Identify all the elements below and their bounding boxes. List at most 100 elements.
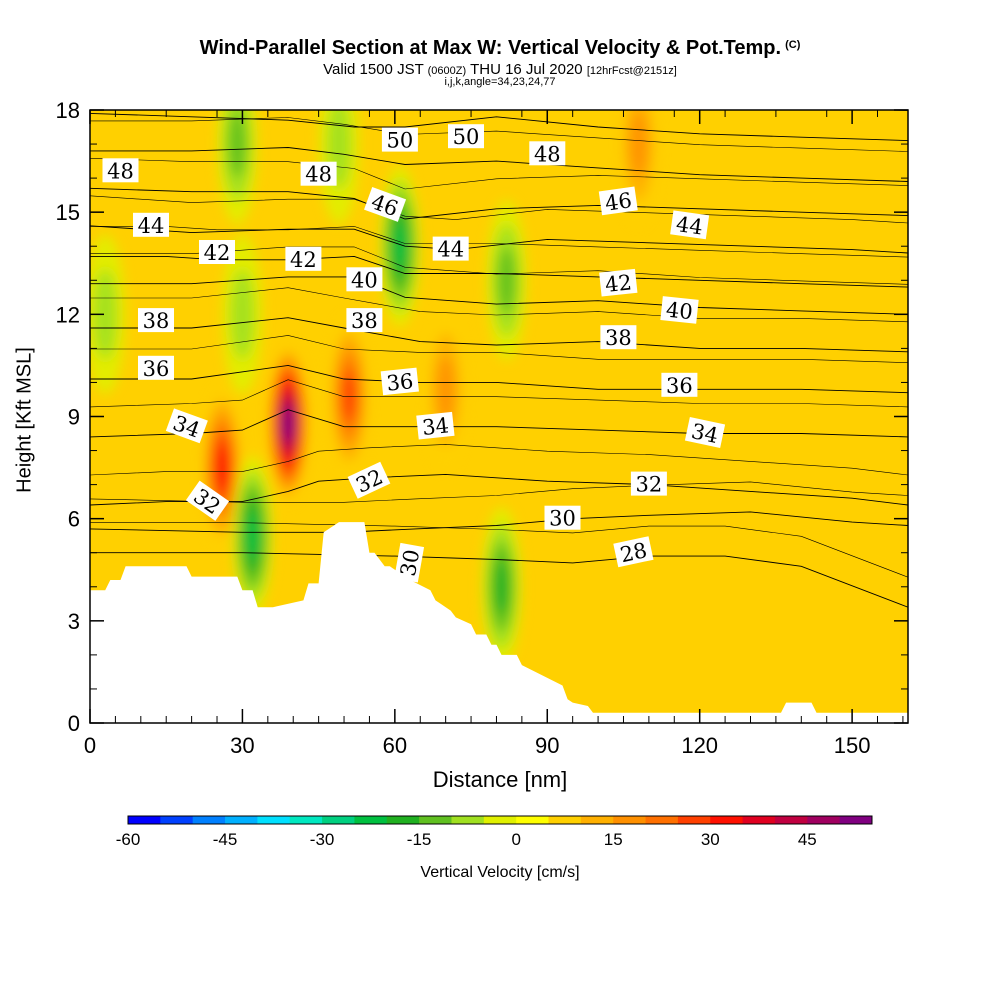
- velocity-band: [493, 559, 510, 615]
- colorbar-swatch: [774, 816, 808, 824]
- velocity-band: [436, 356, 456, 423]
- contour-label-box: [347, 461, 391, 499]
- velocity-cell: [90, 234, 126, 395]
- theta-contour-32: [90, 473, 908, 506]
- y-tick-label: 12: [56, 302, 80, 327]
- y-tick-label: 0: [68, 711, 80, 736]
- contour-label-text: 38: [143, 309, 170, 333]
- colorbar-swatch: [225, 816, 258, 824]
- colorbar-swatch: [192, 816, 226, 824]
- theta-contour-minor: [90, 444, 908, 476]
- contour-label-box: [138, 308, 174, 333]
- contour-label: 36: [380, 367, 419, 396]
- contour-label-text: 34: [421, 413, 450, 440]
- contour-label-text: 28: [618, 538, 649, 567]
- contour-label-box: [599, 268, 638, 297]
- contour-label-box: [660, 296, 699, 324]
- contour-label: 40: [660, 296, 699, 324]
- y-axis-label-wrap: Height [Kft MSL]: [10, 300, 40, 540]
- contour-label-text: 32: [636, 473, 663, 497]
- contour-label: 44: [432, 236, 469, 262]
- valid-time-line: Valid 1500 JST (0600Z) THU 16 Jul 2020 […: [0, 61, 1000, 78]
- contour-label: 40: [346, 267, 383, 292]
- velocity-band: [215, 445, 229, 490]
- theta-contour-46: [90, 187, 908, 220]
- contour-label-box: [630, 471, 667, 496]
- velocity-cell: [486, 200, 527, 361]
- theta-contour-minor: [90, 226, 908, 258]
- velocity-band: [230, 269, 255, 360]
- x-tick-label: 90: [535, 733, 559, 758]
- contour-label-text: 50: [387, 129, 414, 153]
- contour-label-text: 30: [396, 548, 424, 578]
- theta-contour-40: [90, 276, 908, 315]
- velocity-cell: [222, 234, 263, 395]
- contour-label: 38: [346, 308, 383, 333]
- contour-label-box: [600, 325, 637, 350]
- theta-contour-minor: [90, 246, 908, 285]
- contour-label-box: [613, 536, 654, 568]
- colorbar-tick-label: 30: [701, 830, 720, 849]
- contour-label-box: [346, 308, 383, 333]
- contour-label-box: [380, 367, 419, 396]
- contour-label: 44: [670, 210, 710, 240]
- section-params: i,j,k,angle=34,23,24,77: [444, 76, 556, 88]
- colorbar-frame: [127, 815, 873, 825]
- velocity-cell: [217, 110, 258, 225]
- contour-label: 34: [684, 417, 726, 448]
- contour-label-text: 44: [138, 214, 165, 238]
- colorbar-label: Vertical Velocity [cm/s]: [420, 864, 580, 881]
- theta-contour-minor: [90, 195, 908, 224]
- contour-label: 42: [599, 268, 638, 297]
- contour-label-box: [346, 267, 383, 292]
- theta-contour-minor: [90, 522, 908, 578]
- valid-utc: (0600Z): [427, 65, 467, 77]
- chart-title-text: Wind-Parallel Section at Max W: Vertical…: [199, 37, 782, 59]
- x-tick-label: 120: [681, 733, 718, 758]
- x-axis-label: Distance [nm]: [432, 767, 568, 792]
- velocity-band: [228, 110, 247, 178]
- contour-label: 36: [661, 372, 698, 398]
- colorbar-swatch: [742, 816, 776, 824]
- theta-contour-minor: [90, 158, 908, 190]
- colorbar-tick-label: -45: [213, 830, 238, 849]
- colorbar: -60 -45 -30 -15 0 15 30 45: [116, 815, 873, 849]
- colorbar-swatch: [483, 816, 517, 824]
- theta-contour-28: [90, 552, 908, 608]
- contour-label: 48: [102, 158, 139, 183]
- colorbar-tick-label: 45: [798, 830, 817, 849]
- x-tick-label: 0: [84, 733, 96, 758]
- contour-label: 34: [416, 411, 455, 440]
- y-tick-label: 15: [56, 200, 80, 225]
- colorbar-swatch: [128, 816, 161, 824]
- theta-contour-minor: [90, 287, 908, 323]
- contour-label-box: [416, 411, 455, 440]
- velocity-band: [93, 269, 118, 360]
- contour-label: 46: [598, 186, 638, 216]
- contour-label: 44: [133, 212, 169, 238]
- velocity-cell: [268, 343, 309, 504]
- contour-label-box: [394, 542, 425, 583]
- theta-contour-minor: [90, 335, 908, 363]
- contour-label-text: 34: [689, 419, 720, 448]
- copyright-mark: (C): [785, 39, 801, 51]
- contour-label-text: 38: [351, 309, 378, 333]
- theta-contour-minor: [90, 379, 908, 408]
- velocity-band: [629, 110, 648, 178]
- contour-label: 32: [630, 471, 667, 497]
- contour-label-text: 36: [385, 369, 414, 396]
- velocity-band: [497, 246, 516, 314]
- theta-contour-48: [90, 147, 908, 182]
- x-tick-label: 150: [834, 733, 871, 758]
- colorbar-swatch: [160, 816, 194, 824]
- contour-label-text: 36: [143, 357, 170, 381]
- colorbar-swatch: [839, 816, 873, 824]
- contour-label-text: 42: [604, 270, 633, 297]
- colorbar-swatch: [386, 816, 420, 824]
- colorbar-swatch: [677, 816, 711, 824]
- contour-label-text: 46: [603, 188, 633, 215]
- contour-label-box: [165, 408, 208, 444]
